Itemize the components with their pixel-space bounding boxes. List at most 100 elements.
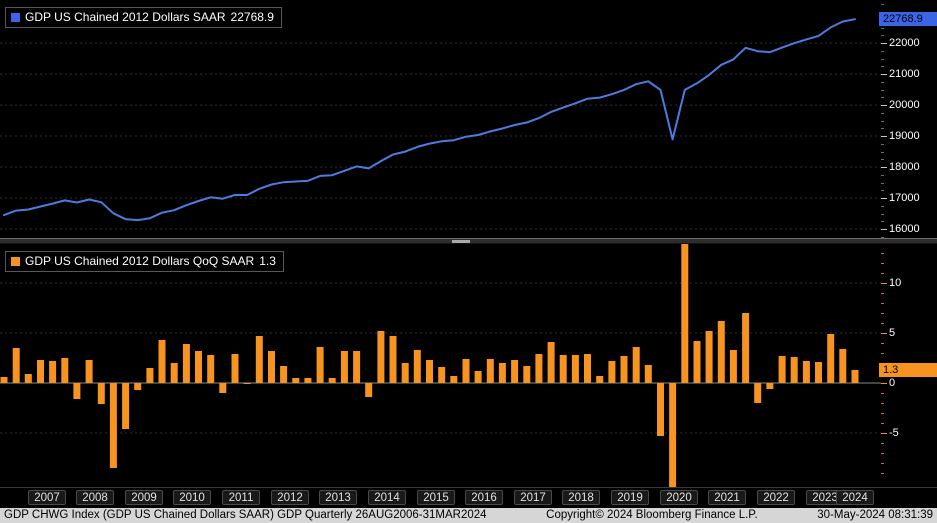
y-axis-tick-label: 18000 bbox=[889, 161, 920, 174]
y-axis-tick-mark-icon bbox=[881, 443, 884, 444]
qoq-bar bbox=[681, 244, 689, 383]
qoq-bar bbox=[158, 340, 166, 383]
y-axis-tick-mark-icon bbox=[881, 105, 887, 106]
y-axis-tick-mark-icon bbox=[881, 190, 884, 191]
qoq-bar bbox=[571, 355, 579, 383]
y-axis-tick-mark-icon bbox=[881, 403, 884, 404]
y-axis-tick-label: -5 bbox=[889, 427, 899, 439]
qoq-bar bbox=[146, 368, 154, 383]
y-axis-tick-mark-icon bbox=[881, 214, 884, 215]
qoq-bar bbox=[365, 383, 373, 397]
qoq-bar bbox=[97, 383, 105, 404]
y-axis-tick-mark-icon bbox=[881, 183, 884, 184]
qoq-bar bbox=[316, 347, 324, 383]
y-axis-tick-mark-icon bbox=[881, 333, 887, 334]
y-axis-tick-label: 16000 bbox=[889, 223, 920, 235]
divider-drag-handle-icon[interactable] bbox=[452, 240, 470, 243]
y-axis-tick-label: 0 bbox=[889, 377, 896, 389]
qoq-bar bbox=[401, 363, 409, 383]
qoq-bar bbox=[632, 347, 640, 383]
y-axis-tick-mark-icon bbox=[881, 273, 884, 274]
x-axis: 2007 2008 2009 2010 2011 2012 2013 2014 2015 2016… bbox=[0, 487, 937, 508]
x-axis-year-label: 2013 bbox=[319, 490, 357, 505]
qoq-bar bbox=[851, 370, 859, 383]
y-axis-tick-label: 10 bbox=[889, 277, 902, 289]
status-bar: GDP CHWG Index (GDP US Chained Dollars S… bbox=[0, 508, 937, 523]
y-axis-tick-mark-icon bbox=[881, 433, 887, 434]
y-axis-tick-mark-icon bbox=[881, 303, 884, 304]
qoq-bar bbox=[413, 350, 421, 383]
x-axis-year-label: 2008 bbox=[76, 490, 114, 505]
y-axis-tick-mark-icon bbox=[881, 121, 884, 122]
qoq-bar bbox=[49, 361, 57, 383]
y-axis-tick-mark-icon bbox=[881, 423, 884, 424]
qoq-bar bbox=[12, 348, 20, 383]
qoq-bar bbox=[729, 350, 737, 383]
qoq-bar bbox=[280, 366, 288, 383]
gdp-level-legend-label: GDP US Chained 2012 Dollars SAAR bbox=[25, 10, 226, 24]
qoq-bar bbox=[462, 359, 470, 383]
qoq-bar bbox=[474, 371, 482, 383]
qoq-bar bbox=[340, 351, 348, 383]
y-axis-tick-mark-icon bbox=[881, 313, 884, 314]
qoq-bar bbox=[778, 356, 786, 383]
panel-resize-divider[interactable] bbox=[0, 238, 937, 244]
gdp-qoq-plot-area[interactable] bbox=[0, 244, 881, 487]
y-axis-tick-mark-icon bbox=[881, 43, 887, 44]
y-axis-tick-mark-icon bbox=[881, 167, 887, 168]
x-axis-year-label: 2017 bbox=[514, 490, 552, 505]
gdp-level-panel: 16000 17000 18000 19000 20000 21000 22000 GDP … bbox=[0, 0, 937, 238]
y-axis-tick-mark-icon bbox=[881, 90, 884, 91]
y-axis-tick-mark-icon bbox=[881, 453, 884, 454]
qoq-bar bbox=[754, 383, 762, 403]
y-axis-tick-mark-icon bbox=[881, 293, 884, 294]
qoq-bar bbox=[304, 378, 312, 383]
qoq-bar bbox=[596, 376, 604, 383]
x-axis-year-label: 2011 bbox=[222, 490, 260, 505]
qoq-bar bbox=[547, 342, 555, 383]
gdp-qoq-legend[interactable]: GDP US Chained 2012 Dollars QoQ SAAR 1.3 bbox=[5, 251, 284, 272]
qoq-bar bbox=[122, 383, 130, 429]
qoq-bar bbox=[426, 360, 433, 383]
status-copyright: Copyright© 2024 Bloomberg Finance L.P. bbox=[546, 509, 758, 521]
y-axis-tick-mark-icon bbox=[881, 113, 884, 114]
qoq-bar bbox=[766, 383, 774, 389]
qoq-bar bbox=[790, 357, 798, 383]
gdp-level-plot-area[interactable] bbox=[0, 0, 881, 238]
qoq-bar bbox=[182, 344, 190, 383]
status-timestamp: 30-May-2024 08:31:39 bbox=[817, 509, 933, 521]
y-axis-tick-mark-icon bbox=[881, 221, 884, 222]
qoq-bar bbox=[134, 383, 142, 390]
y-axis-tick-mark-icon bbox=[881, 283, 887, 284]
line-series-swatch-icon bbox=[11, 12, 20, 22]
y-axis-tick-mark-icon bbox=[881, 237, 884, 238]
y-axis-tick-mark-icon bbox=[881, 152, 884, 153]
y-axis-tick-label: 5 bbox=[889, 327, 896, 339]
qoq-bar bbox=[620, 356, 628, 383]
qoq-bar bbox=[511, 360, 519, 383]
gdp-level-legend[interactable]: GDP US Chained 2012 Dollars SAAR 22768.9 bbox=[5, 7, 282, 28]
y-axis-tick-mark-icon bbox=[881, 229, 887, 230]
qoq-bar bbox=[255, 336, 263, 383]
qoq-bar bbox=[742, 313, 750, 383]
y-axis-tick-mark-icon bbox=[881, 144, 884, 145]
qoq-bar bbox=[559, 355, 567, 383]
x-axis-year-label: 2010 bbox=[173, 490, 211, 505]
y-axis-tick-mark-icon bbox=[881, 198, 887, 199]
x-axis-year-label: 2015 bbox=[417, 490, 455, 505]
qoq-bar bbox=[377, 331, 385, 383]
qoq-bar bbox=[389, 336, 397, 383]
x-axis-year-label: 2023 bbox=[806, 490, 844, 505]
y-axis-tick-label: 17000 bbox=[889, 192, 920, 205]
qoq-bar bbox=[486, 359, 494, 383]
x-axis-year-label: 2009 bbox=[125, 490, 163, 505]
qoq-bar bbox=[328, 378, 336, 383]
y-axis-tick-mark-icon bbox=[881, 4, 884, 5]
x-axis-year-label: 2014 bbox=[368, 490, 406, 505]
qoq-bar bbox=[705, 331, 713, 383]
qoq-bar bbox=[195, 351, 202, 383]
qoq-bar bbox=[109, 383, 117, 468]
y-axis-tick-mark-icon bbox=[881, 74, 887, 75]
x-axis-year-label: 2007 bbox=[28, 490, 66, 505]
qoq-bar bbox=[207, 355, 215, 383]
